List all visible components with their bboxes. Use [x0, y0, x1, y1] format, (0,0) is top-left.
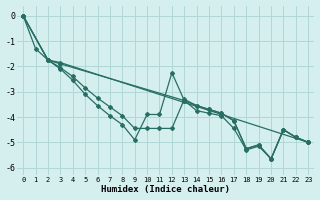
- X-axis label: Humidex (Indice chaleur): Humidex (Indice chaleur): [101, 185, 230, 194]
